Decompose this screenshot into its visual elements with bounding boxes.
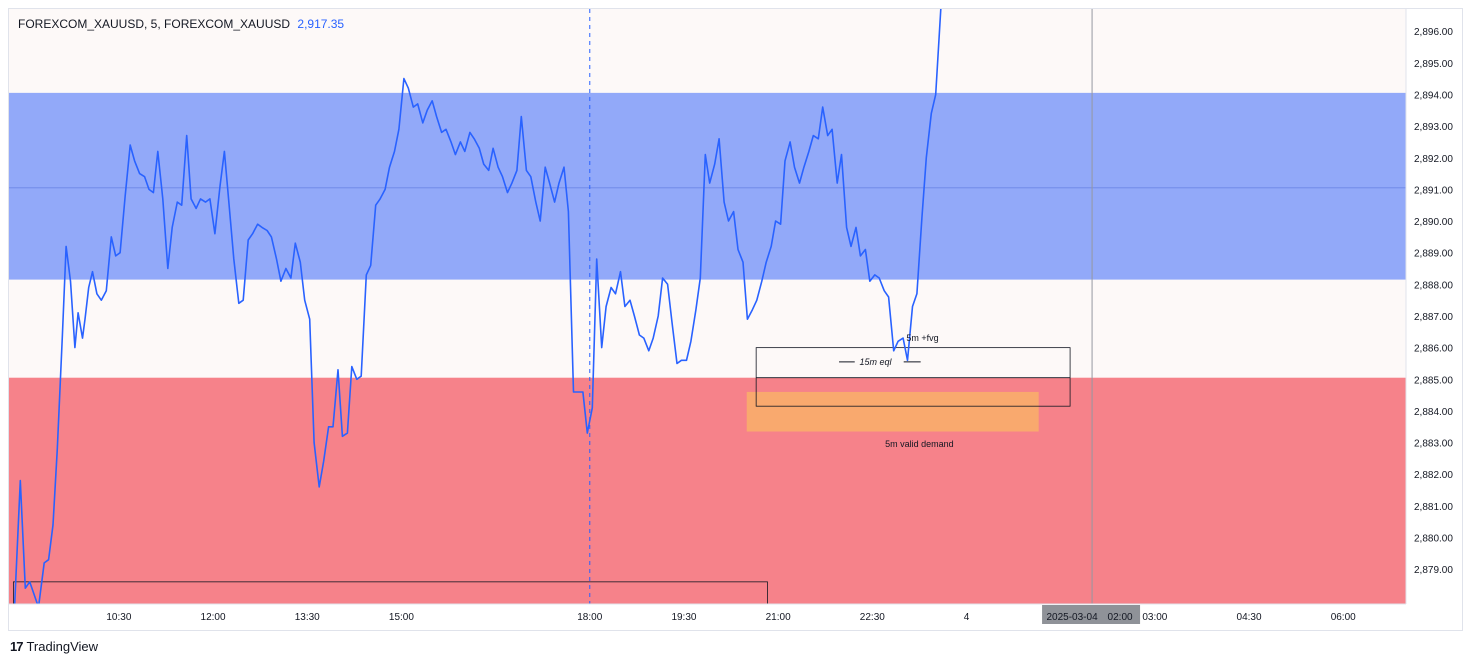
crosshair-time-label: 02:00 bbox=[1108, 612, 1133, 623]
tradingview-brand[interactable]: 17 TradingView bbox=[10, 639, 98, 654]
price-tick-label: 2,890.00 bbox=[1414, 217, 1453, 228]
price-tick-label: 2,895.00 bbox=[1414, 59, 1453, 70]
time-tick-label: 12:00 bbox=[201, 612, 226, 623]
price-tick-label: 2,886.00 bbox=[1414, 344, 1453, 355]
price-tick-label: 2,888.00 bbox=[1414, 280, 1453, 291]
chart-frame bbox=[8, 8, 1463, 631]
demand-zone bbox=[9, 377, 1406, 604]
brand-name: TradingView bbox=[26, 639, 99, 654]
price-tick-label: 2,896.00 bbox=[1414, 27, 1453, 38]
valid-demand-label: 5m valid demand bbox=[885, 439, 954, 449]
tradingview-logo-icon: 17 bbox=[10, 639, 24, 654]
time-tick-label: 13:30 bbox=[295, 612, 320, 623]
price-tick-label: 2,894.00 bbox=[1414, 90, 1453, 101]
supply-zone bbox=[9, 92, 1406, 280]
price-tick-label: 2,893.00 bbox=[1414, 122, 1453, 133]
valid-demand-zone bbox=[746, 391, 1039, 432]
plot-layer bbox=[9, 9, 1406, 604]
price-tick-label: 2,885.00 bbox=[1414, 375, 1453, 386]
chart-legend: FOREXCOM_XAUUSD, 5, FOREXCOM_XAUUSD 2,91… bbox=[18, 17, 344, 31]
price-tick-label: 2,889.00 bbox=[1414, 249, 1453, 260]
time-tick-label: 22:30 bbox=[860, 612, 885, 623]
crosshair-date-label: 2025-03-04 bbox=[1046, 612, 1098, 623]
lower-box bbox=[12, 581, 768, 604]
price-tick-label: 2,892.00 bbox=[1414, 154, 1453, 165]
price-tick-label: 2,883.00 bbox=[1414, 439, 1453, 450]
time-tick-label: 19:30 bbox=[671, 612, 696, 623]
price-tick-label: 2,880.00 bbox=[1414, 534, 1453, 545]
eql-label: 15m eql bbox=[859, 357, 892, 367]
price-tick-label: 2,891.00 bbox=[1414, 185, 1453, 196]
time-tick-label: 04:30 bbox=[1237, 612, 1262, 623]
time-tick-label: 18:00 bbox=[577, 612, 602, 623]
crosshair-time-badge bbox=[1042, 605, 1141, 624]
fvg-box bbox=[755, 347, 1071, 407]
time-tick-label: 03:00 bbox=[1142, 612, 1167, 623]
time-tick-label: 15:00 bbox=[389, 612, 414, 623]
time-tick-label: 21:00 bbox=[766, 612, 791, 623]
fvg-label: 5m +fvg bbox=[906, 333, 938, 343]
price-line-series bbox=[13, 9, 942, 604]
price-tick-label: 2,887.00 bbox=[1414, 312, 1453, 323]
time-tick-label: 4 bbox=[964, 612, 970, 623]
legend-price: 2,917.35 bbox=[297, 17, 345, 31]
price-tick-label: 2,879.00 bbox=[1414, 565, 1453, 576]
time-tick-label: 06:00 bbox=[1331, 612, 1356, 623]
price-tick-label: 2,882.00 bbox=[1414, 470, 1453, 481]
price-tick-label: 2,884.00 bbox=[1414, 407, 1453, 418]
time-tick-label: 10:30 bbox=[106, 612, 131, 623]
price-tick-label: 2,881.00 bbox=[1414, 502, 1453, 513]
legend-symbol: FOREXCOM_XAUUSD, 5, FOREXCOM_XAUUSD bbox=[18, 17, 291, 31]
